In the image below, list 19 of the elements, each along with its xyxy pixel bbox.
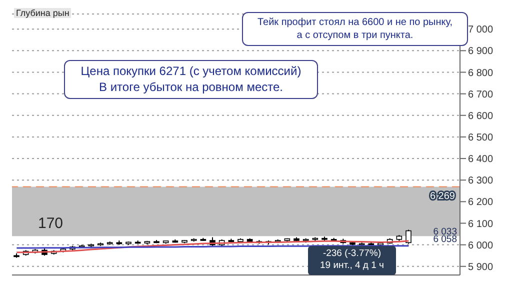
annotation: Тейк профит стоял на 6600 и не по рынку, а с отсупом в три пункта. — [242, 12, 468, 46]
annotation: -236 (-3.77%) 19 инт., 4 д 1 ч — [308, 246, 396, 275]
annotation: 170 — [38, 214, 64, 234]
y-tick-label: 6 300 — [468, 176, 494, 187]
annotation: 6 058 — [433, 234, 457, 246]
y-tick-label: 6 600 — [468, 110, 494, 122]
y-tick-label: 6 200 — [468, 197, 494, 208]
y-tick-label: 6 900 — [468, 46, 494, 58]
y-tick-label: 6 400 — [468, 154, 494, 166]
y-tick-label: 7 000 — [468, 24, 494, 36]
annotation: Цена покупки 6271 (с учетом комиссий) В итоге убыток на ровном месте. — [64, 60, 318, 100]
y-tick-label: 6 100 — [468, 218, 494, 230]
chart-title: Глубина рын — [14, 8, 72, 18]
y-tick-label: 6 800 — [468, 68, 494, 79]
ref-line-label: 6 269 — [430, 190, 456, 202]
y-tick-label: 6 500 — [468, 132, 494, 144]
y-tick-label: 5 900 — [468, 262, 494, 273]
y-tick-label: 6 000 — [468, 240, 494, 252]
y-tick-label: 6 700 — [468, 89, 494, 100]
